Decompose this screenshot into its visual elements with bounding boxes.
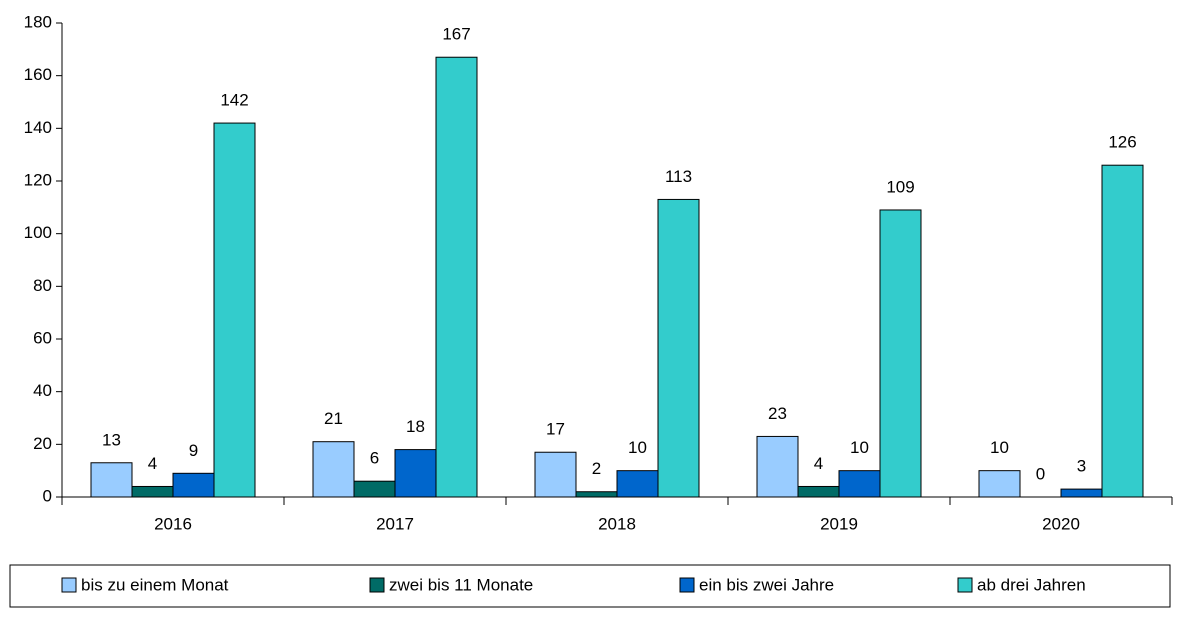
value-label: 6	[370, 449, 379, 468]
bar	[131, 485, 174, 498]
value-label: 167	[442, 25, 470, 44]
value-label: 17	[546, 420, 565, 439]
y-tick-label: 60	[33, 328, 52, 347]
bar	[394, 449, 437, 498]
bar	[879, 209, 922, 498]
value-label: 4	[814, 454, 823, 473]
legend-box	[9, 564, 1171, 608]
value-label: 2	[592, 459, 601, 478]
x-tick-label: 2017	[376, 514, 414, 533]
value-label: 3	[1077, 457, 1086, 476]
x-tick-label: 2019	[820, 514, 858, 533]
y-tick-label: 0	[43, 486, 52, 505]
y-tick-label: 80	[33, 276, 52, 295]
value-label: 13	[102, 430, 121, 449]
value-label: 0	[1036, 464, 1045, 483]
bar	[1060, 488, 1103, 498]
value-label: 142	[220, 91, 248, 110]
bar	[435, 56, 478, 498]
x-tick-label: 2016	[154, 514, 192, 533]
value-label: 126	[1108, 133, 1136, 152]
x-tick-label: 2020	[1042, 514, 1080, 533]
y-tick-label: 160	[24, 65, 52, 84]
y-tick-label: 180	[24, 12, 52, 31]
y-tick-label: 120	[24, 170, 52, 189]
value-label: 9	[189, 441, 198, 460]
value-label: 109	[886, 177, 914, 196]
bar	[1101, 164, 1144, 498]
legend-label: zwei bis 11 Monate	[389, 575, 533, 594]
legend-label: ab drei Jahren	[977, 575, 1086, 594]
bar	[575, 491, 618, 498]
value-label: 21	[324, 409, 343, 428]
legend-swatch	[957, 577, 973, 593]
bar	[978, 470, 1021, 498]
bar	[657, 198, 700, 498]
value-label: 10	[990, 438, 1009, 457]
y-tick-label: 100	[24, 223, 52, 242]
bar	[312, 441, 355, 498]
bar	[838, 470, 881, 498]
y-tick-label: 140	[24, 118, 52, 137]
legend-swatch	[61, 577, 77, 593]
bar	[213, 122, 256, 498]
value-label: 10	[628, 438, 647, 457]
legend-swatch	[679, 577, 695, 593]
bar	[534, 451, 577, 498]
y-tick-label: 40	[33, 381, 52, 400]
bar	[797, 485, 840, 498]
value-label: 113	[665, 167, 692, 186]
bar	[172, 472, 215, 498]
value-label: 4	[148, 454, 157, 473]
bar	[353, 480, 396, 498]
bar	[756, 435, 799, 498]
legend-swatch	[369, 577, 385, 593]
value-label: 10	[850, 438, 869, 457]
legend-label: ein bis zwei Jahre	[699, 575, 834, 594]
bar	[90, 462, 133, 498]
y-tick-label: 20	[33, 434, 52, 453]
bar	[616, 470, 659, 498]
value-label: 23	[768, 404, 787, 423]
value-label: 18	[406, 417, 425, 436]
legend-label: bis zu einem Monat	[81, 575, 229, 594]
x-tick-label: 2018	[598, 514, 636, 533]
